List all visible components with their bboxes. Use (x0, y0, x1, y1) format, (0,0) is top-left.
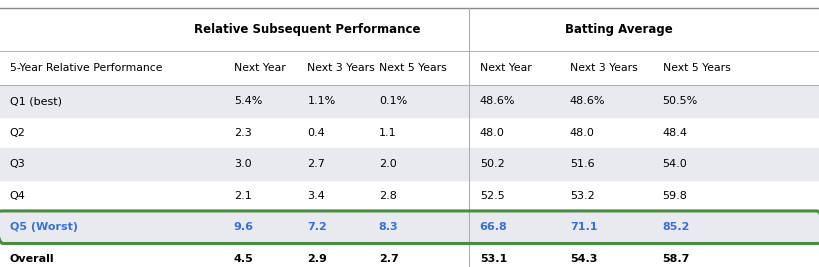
Text: Next Year: Next Year (233, 63, 285, 73)
Text: 48.4: 48.4 (662, 128, 686, 138)
Bar (0, 85, 819, 117)
Text: 3.4: 3.4 (307, 191, 325, 201)
Text: 71.1: 71.1 (569, 222, 597, 232)
Bar (0, 148, 819, 180)
Text: 2.7: 2.7 (307, 159, 325, 169)
Text: Q1 (best): Q1 (best) (10, 96, 61, 106)
Text: 5.4%: 5.4% (233, 96, 262, 106)
Text: 50.2: 50.2 (479, 159, 504, 169)
Text: Next 5 Years: Next 5 Years (662, 63, 730, 73)
Text: 51.6: 51.6 (569, 159, 594, 169)
Text: Overall: Overall (10, 254, 54, 264)
Text: 2.7: 2.7 (378, 254, 398, 264)
Text: 1.1: 1.1 (378, 128, 396, 138)
Text: Q4: Q4 (10, 191, 25, 201)
Text: 54.3: 54.3 (569, 254, 596, 264)
Text: 0.1%: 0.1% (378, 96, 406, 106)
Text: Next 3 Years: Next 3 Years (307, 63, 375, 73)
Text: 4.5: 4.5 (233, 254, 253, 264)
Bar (0, 211, 819, 243)
Text: 3.0: 3.0 (233, 159, 251, 169)
Text: Q3: Q3 (10, 159, 25, 169)
Text: Next Year: Next Year (479, 63, 531, 73)
Text: 85.2: 85.2 (662, 222, 689, 232)
Text: 66.8: 66.8 (479, 222, 507, 232)
Text: 48.0: 48.0 (479, 128, 504, 138)
Text: 53.1: 53.1 (479, 254, 506, 264)
Text: 54.0: 54.0 (662, 159, 686, 169)
Text: 2.8: 2.8 (378, 191, 396, 201)
Text: Q5 (Worst): Q5 (Worst) (10, 222, 78, 232)
Text: 5-Year Relative Performance: 5-Year Relative Performance (10, 63, 162, 73)
Text: 2.3: 2.3 (233, 128, 251, 138)
Text: Q2: Q2 (10, 128, 25, 138)
Text: 48.0: 48.0 (569, 128, 594, 138)
Text: 48.6%: 48.6% (569, 96, 604, 106)
Text: 48.6%: 48.6% (479, 96, 514, 106)
Text: 2.1: 2.1 (233, 191, 251, 201)
Text: 58.7: 58.7 (662, 254, 689, 264)
Text: Batting Average: Batting Average (564, 23, 672, 36)
Text: 7.2: 7.2 (307, 222, 327, 232)
Text: 0.4: 0.4 (307, 128, 325, 138)
Text: 9.6: 9.6 (233, 222, 253, 232)
Text: 2.0: 2.0 (378, 159, 396, 169)
Text: 52.5: 52.5 (479, 191, 504, 201)
Text: Next 5 Years: Next 5 Years (378, 63, 446, 73)
Text: 59.8: 59.8 (662, 191, 686, 201)
Text: 50.5%: 50.5% (662, 96, 697, 106)
Text: 8.3: 8.3 (378, 222, 398, 232)
Text: 53.2: 53.2 (569, 191, 594, 201)
Text: Next 3 Years: Next 3 Years (569, 63, 637, 73)
Text: 2.9: 2.9 (307, 254, 327, 264)
Text: Relative Subsequent Performance: Relative Subsequent Performance (194, 23, 420, 36)
Text: 1.1%: 1.1% (307, 96, 335, 106)
